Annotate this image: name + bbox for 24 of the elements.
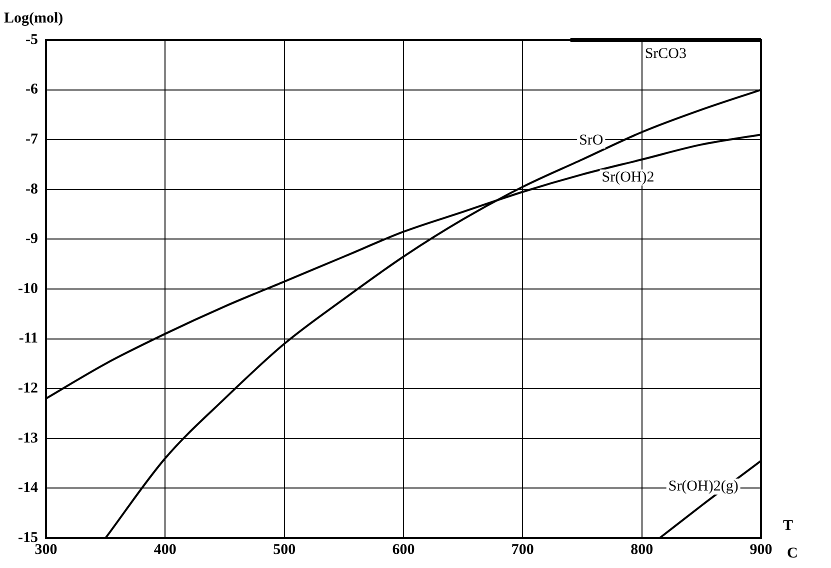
series-label: Sr(OH)2 bbox=[602, 169, 654, 186]
x-tick-label: 400 bbox=[154, 542, 176, 558]
x-tick-label: 900 bbox=[750, 542, 772, 558]
x-axis-title: T bbox=[783, 518, 794, 534]
text: C bbox=[787, 545, 798, 562]
y-axis-title: Log(mol) bbox=[4, 10, 64, 26]
y-tick-label: -8 bbox=[25, 181, 38, 198]
y-tick-label: -6 bbox=[25, 82, 38, 98]
series-label: SrO bbox=[579, 132, 604, 149]
series-label: Sr(OH)2(g) bbox=[668, 478, 738, 495]
y-tick-label: -13 bbox=[18, 430, 38, 446]
y-tick-label: -12 bbox=[18, 380, 38, 396]
x-tick-label: 800 bbox=[630, 542, 654, 558]
series-label: SrCO3 bbox=[644, 46, 687, 62]
y-tick-label: -10 bbox=[18, 280, 38, 297]
x-tick-label: 500 bbox=[273, 542, 296, 558]
y-tick-label: -9 bbox=[25, 231, 38, 248]
x-tick-label: 700 bbox=[511, 542, 534, 558]
y-tick-label: -14 bbox=[18, 480, 38, 496]
x-tick-label: 300 bbox=[34, 542, 58, 558]
x-tick-label: 600 bbox=[392, 542, 415, 558]
y-tick-label: -5 bbox=[25, 32, 38, 48]
y-tick-label: -11 bbox=[18, 330, 38, 347]
y-tick-label: -7 bbox=[25, 131, 38, 148]
